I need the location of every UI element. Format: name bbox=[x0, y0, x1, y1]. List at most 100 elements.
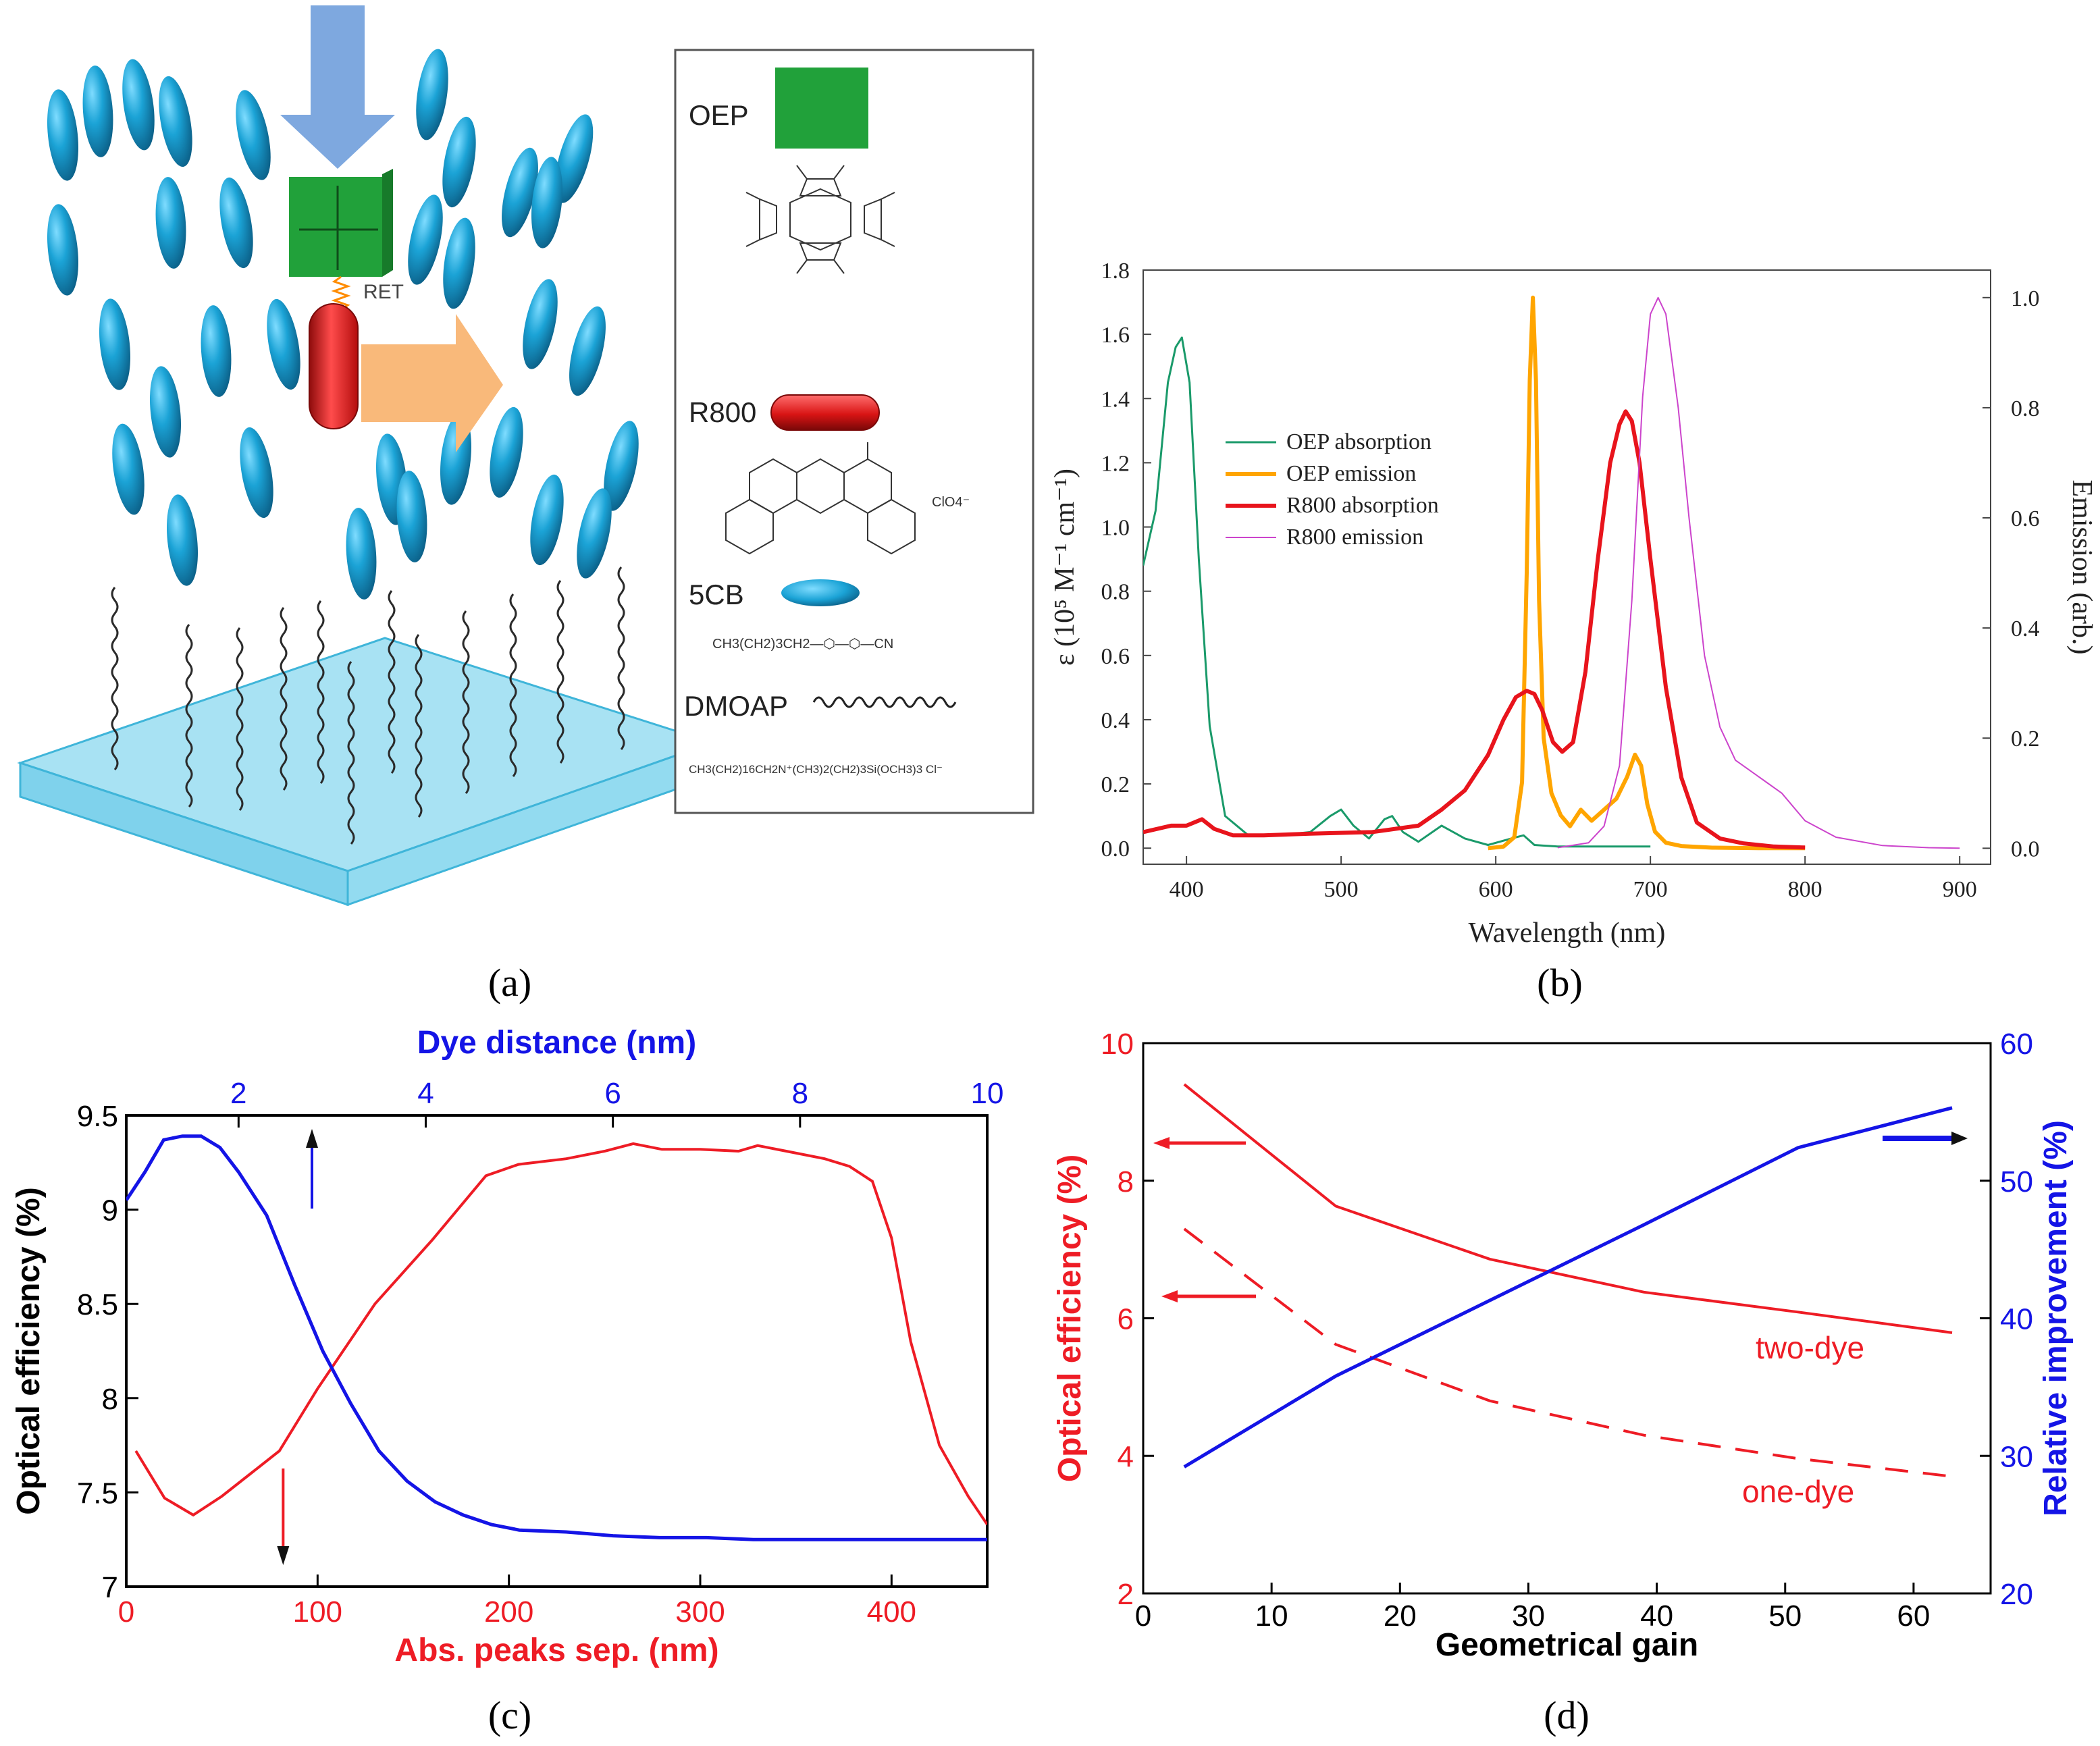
x-tick-label-top: 6 bbox=[604, 1077, 621, 1110]
y-tick-label-right: 0.2 bbox=[2011, 726, 2040, 751]
dmoap-chain bbox=[185, 624, 193, 808]
arrow-one-dye-head bbox=[1161, 1290, 1178, 1302]
caption-a: (a) bbox=[488, 961, 531, 1005]
y-tick-label-left: 0.8 bbox=[1101, 580, 1130, 605]
arrow-red-head bbox=[277, 1546, 290, 1565]
x-tick-label-top: 2 bbox=[230, 1077, 246, 1110]
x-tick-label: 400 bbox=[867, 1595, 916, 1629]
x-axis-label: Geometrical gain bbox=[1436, 1627, 1698, 1663]
lc-molecule bbox=[530, 474, 564, 566]
lc-molecule bbox=[122, 59, 155, 151]
r800-legend-label: R800 bbox=[689, 396, 756, 428]
r800-structure bbox=[725, 442, 916, 555]
plot-frame bbox=[125, 1114, 989, 1588]
y-tick-label-left: 1.8 bbox=[1101, 259, 1130, 284]
x-tick-label: 500 bbox=[1324, 877, 1359, 902]
y-tick-label-left: 1.2 bbox=[1101, 451, 1130, 476]
y-tick-label-left: 1.0 bbox=[1101, 516, 1130, 541]
lc-molecule bbox=[554, 114, 594, 203]
dmoap-chain bbox=[280, 607, 288, 791]
x-tick-label: 10 bbox=[1255, 1599, 1288, 1633]
dmoap-legend-label: DMOAP bbox=[684, 690, 788, 722]
dmoap-chain bbox=[111, 587, 119, 770]
x-tick-label: 30 bbox=[1512, 1599, 1545, 1633]
y-tick-label-left: 1.4 bbox=[1101, 387, 1130, 412]
series-line-one-dye bbox=[1183, 1227, 1953, 1478]
glass-substrate-top bbox=[17, 637, 716, 872]
legend-label: OEP absorption bbox=[1286, 429, 1432, 454]
x-tick-label: 300 bbox=[675, 1595, 725, 1629]
lc-molecule bbox=[577, 488, 612, 579]
panel-d: 0 10 20 30 40 50 60 2 4 6 8 10 20 30 40 50 60 Geometrical… bbox=[1052, 1028, 2074, 1737]
dmoap-chain bbox=[388, 590, 396, 774]
x-tick-label-top: 8 bbox=[792, 1077, 808, 1110]
plot-frame bbox=[1143, 269, 1991, 865]
y-tick-label-left: 10 bbox=[1101, 1028, 1134, 1061]
y-tick-label-left: 6 bbox=[1118, 1303, 1134, 1336]
r800-counterion: ClO4⁻ bbox=[932, 495, 970, 510]
excitation-arrow bbox=[280, 5, 395, 169]
y-tick-label: 7.5 bbox=[77, 1477, 118, 1510]
lc-molecule bbox=[531, 157, 563, 248]
lc-molecule bbox=[443, 217, 475, 309]
y-axis-label-left: ε (10⁵ M⁻¹ cm⁻¹) bbox=[1049, 469, 1080, 666]
x-axis-label: Wavelength (nm) bbox=[1469, 918, 1666, 949]
arrow-blue-head bbox=[306, 1129, 318, 1148]
lc-molecule bbox=[47, 89, 79, 181]
y-tick-label-right: 0.4 bbox=[2011, 616, 2040, 641]
r800-legend-swatch bbox=[770, 394, 880, 431]
annotation-two-dye: two-dye bbox=[1756, 1330, 1864, 1365]
series-line-relative-improvement bbox=[1183, 1106, 1953, 1469]
r800-capsule bbox=[309, 303, 359, 429]
lc-molecule bbox=[408, 194, 443, 285]
x-tick-label-top: 4 bbox=[417, 1077, 434, 1110]
y-tick-label-left: 2 bbox=[1118, 1578, 1134, 1611]
lc-molecule bbox=[346, 508, 377, 600]
lc-molecule bbox=[166, 494, 199, 586]
y-tick-label: 9 bbox=[102, 1194, 118, 1227]
y-tick-label-left: 1.6 bbox=[1101, 323, 1130, 348]
series-line-4 bbox=[1557, 296, 1960, 849]
oep-legend-label: OEP bbox=[689, 99, 749, 131]
lc-molecule bbox=[502, 147, 538, 238]
dmoap-legend-swatch bbox=[812, 696, 957, 708]
y-tick-label-right: 0.0 bbox=[2011, 837, 2040, 862]
lc-molecule bbox=[155, 177, 186, 269]
oep-square bbox=[289, 177, 382, 277]
y-tick-label-right: 1.0 bbox=[2011, 286, 2040, 311]
lc-molecule bbox=[112, 423, 145, 515]
legend-label: R800 absorption bbox=[1286, 493, 1439, 518]
panel-b: 400 500 600 700 800 900 0.0 0.2 0.4 0.6 0.8 1.0 1.2 1… bbox=[1049, 259, 2097, 1005]
y-tick-label-right: 50 bbox=[2000, 1165, 2033, 1198]
x-tick-label: 700 bbox=[1633, 877, 1668, 902]
lc-molecules bbox=[47, 49, 639, 600]
x-tick-label: 0 bbox=[1135, 1599, 1151, 1633]
oep-square-side bbox=[382, 169, 393, 277]
y-tick-label-right: 20 bbox=[2000, 1578, 2033, 1611]
series-line-red bbox=[134, 1142, 987, 1526]
x-tick-label: 400 bbox=[1170, 877, 1204, 902]
x-tick-label: 20 bbox=[1384, 1599, 1417, 1633]
y-axis-label-left: Optical efficiency (%) bbox=[1052, 1155, 1088, 1482]
ret-coupling bbox=[331, 275, 351, 311]
x-tick-label: 800 bbox=[1788, 877, 1822, 902]
y-tick-label-left: 0.0 bbox=[1101, 837, 1130, 862]
dmoap-chain bbox=[317, 600, 325, 784]
lc-molecule bbox=[82, 65, 113, 157]
y-tick-label-left: 0.2 bbox=[1101, 772, 1130, 797]
lc-molecule bbox=[236, 90, 271, 180]
x-tick-label: 0 bbox=[118, 1595, 134, 1629]
x-tick-label: 600 bbox=[1479, 877, 1513, 902]
lc-molecule bbox=[201, 305, 232, 397]
x-tick-label: 50 bbox=[1768, 1599, 1802, 1633]
arrow-two-dye-head bbox=[1153, 1137, 1170, 1149]
x-tick-label: 100 bbox=[293, 1595, 342, 1629]
legend-label: OEP emission bbox=[1286, 461, 1416, 486]
lc-molecule bbox=[159, 76, 192, 167]
lc-molecule bbox=[240, 427, 273, 519]
x-tick-label: 200 bbox=[484, 1595, 533, 1629]
dmoap-chain bbox=[415, 634, 423, 818]
dmoap-chains bbox=[111, 566, 625, 845]
y-axis-label: Optical efficiency (%) bbox=[11, 1187, 47, 1514]
